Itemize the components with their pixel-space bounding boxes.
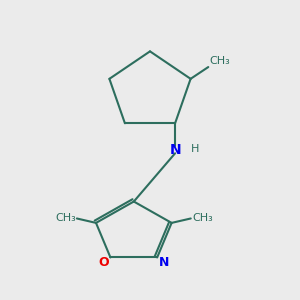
Text: H: H bbox=[190, 144, 199, 154]
Text: N: N bbox=[169, 143, 181, 157]
Text: N: N bbox=[158, 256, 169, 269]
Text: CH₃: CH₃ bbox=[55, 213, 76, 223]
Text: CH₃: CH₃ bbox=[192, 213, 213, 223]
Text: CH₃: CH₃ bbox=[209, 56, 230, 67]
Text: O: O bbox=[99, 256, 109, 269]
